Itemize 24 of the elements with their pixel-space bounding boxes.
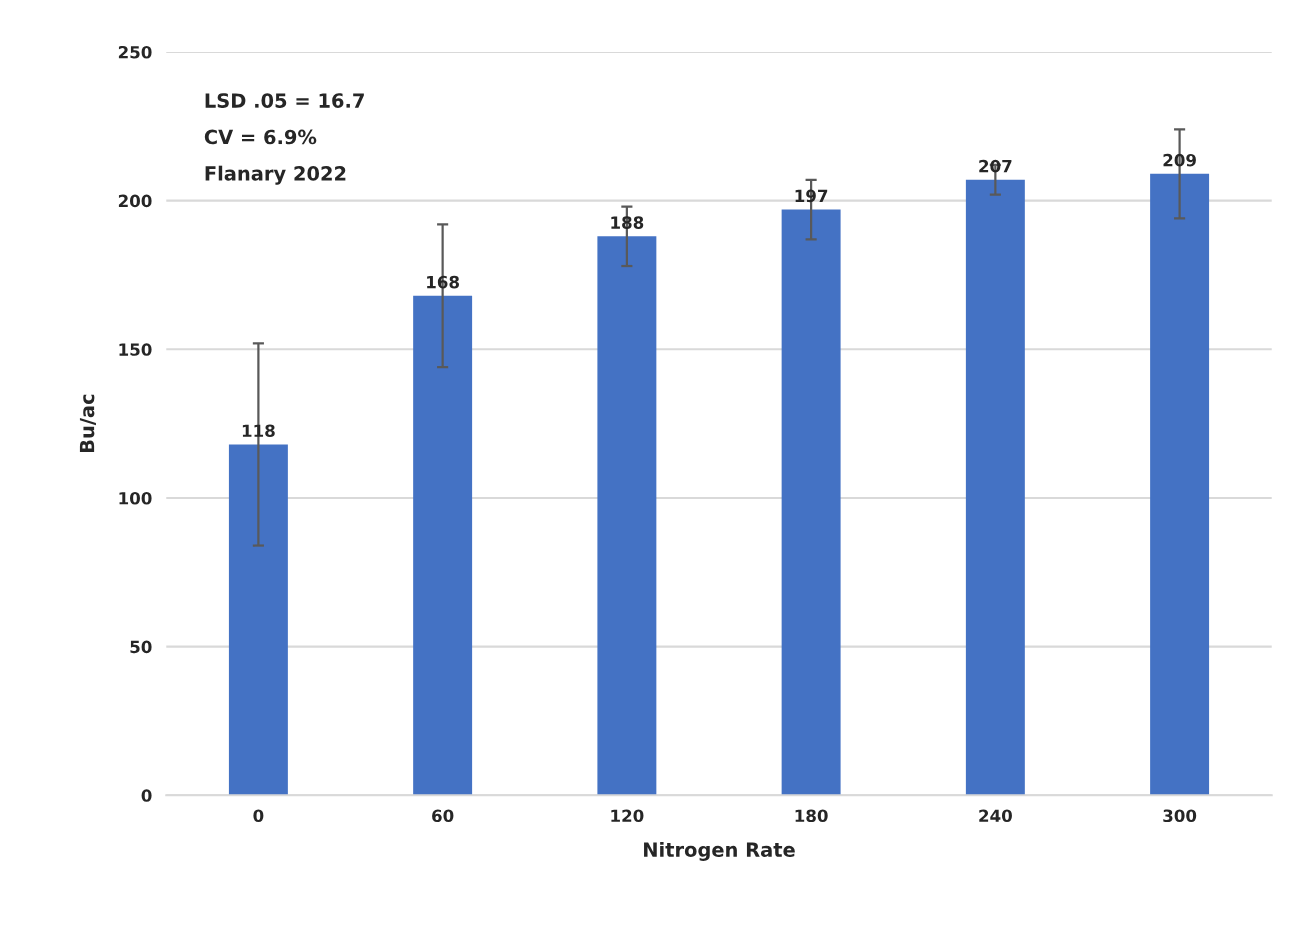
y-axis-title: Bu/ac (79, 394, 96, 453)
y-tick-label: 0 (141, 789, 152, 802)
y-tick-label: 200 (118, 194, 152, 208)
x-axis-title: Nitrogen Rate (644, 841, 795, 861)
annotation: LSD .05 = 16.7 (205, 93, 364, 108)
bar (781, 209, 841, 796)
y-tick-label: 250 (118, 45, 152, 59)
x-tick-label: 180 (795, 809, 828, 823)
bar (413, 295, 473, 796)
x-tick-label: 120 (611, 809, 644, 823)
x-tick-label: 300 (1163, 809, 1197, 823)
y-tick-label: 100 (119, 491, 152, 505)
data-label: 207 (979, 159, 1012, 173)
annotation: CV = 6.9% (204, 129, 317, 145)
x-tick-label: 240 (979, 809, 1012, 823)
bar (228, 444, 288, 796)
x-tick-label: 0 (253, 809, 264, 823)
bar (597, 236, 657, 796)
bar (1150, 173, 1210, 796)
x-tick-label: 60 (432, 809, 454, 823)
y-tick-label: 50 (130, 640, 152, 654)
bar (965, 179, 1025, 796)
y-tick-label: 150 (119, 343, 152, 356)
annotation: Flanary 2022 (205, 165, 346, 185)
